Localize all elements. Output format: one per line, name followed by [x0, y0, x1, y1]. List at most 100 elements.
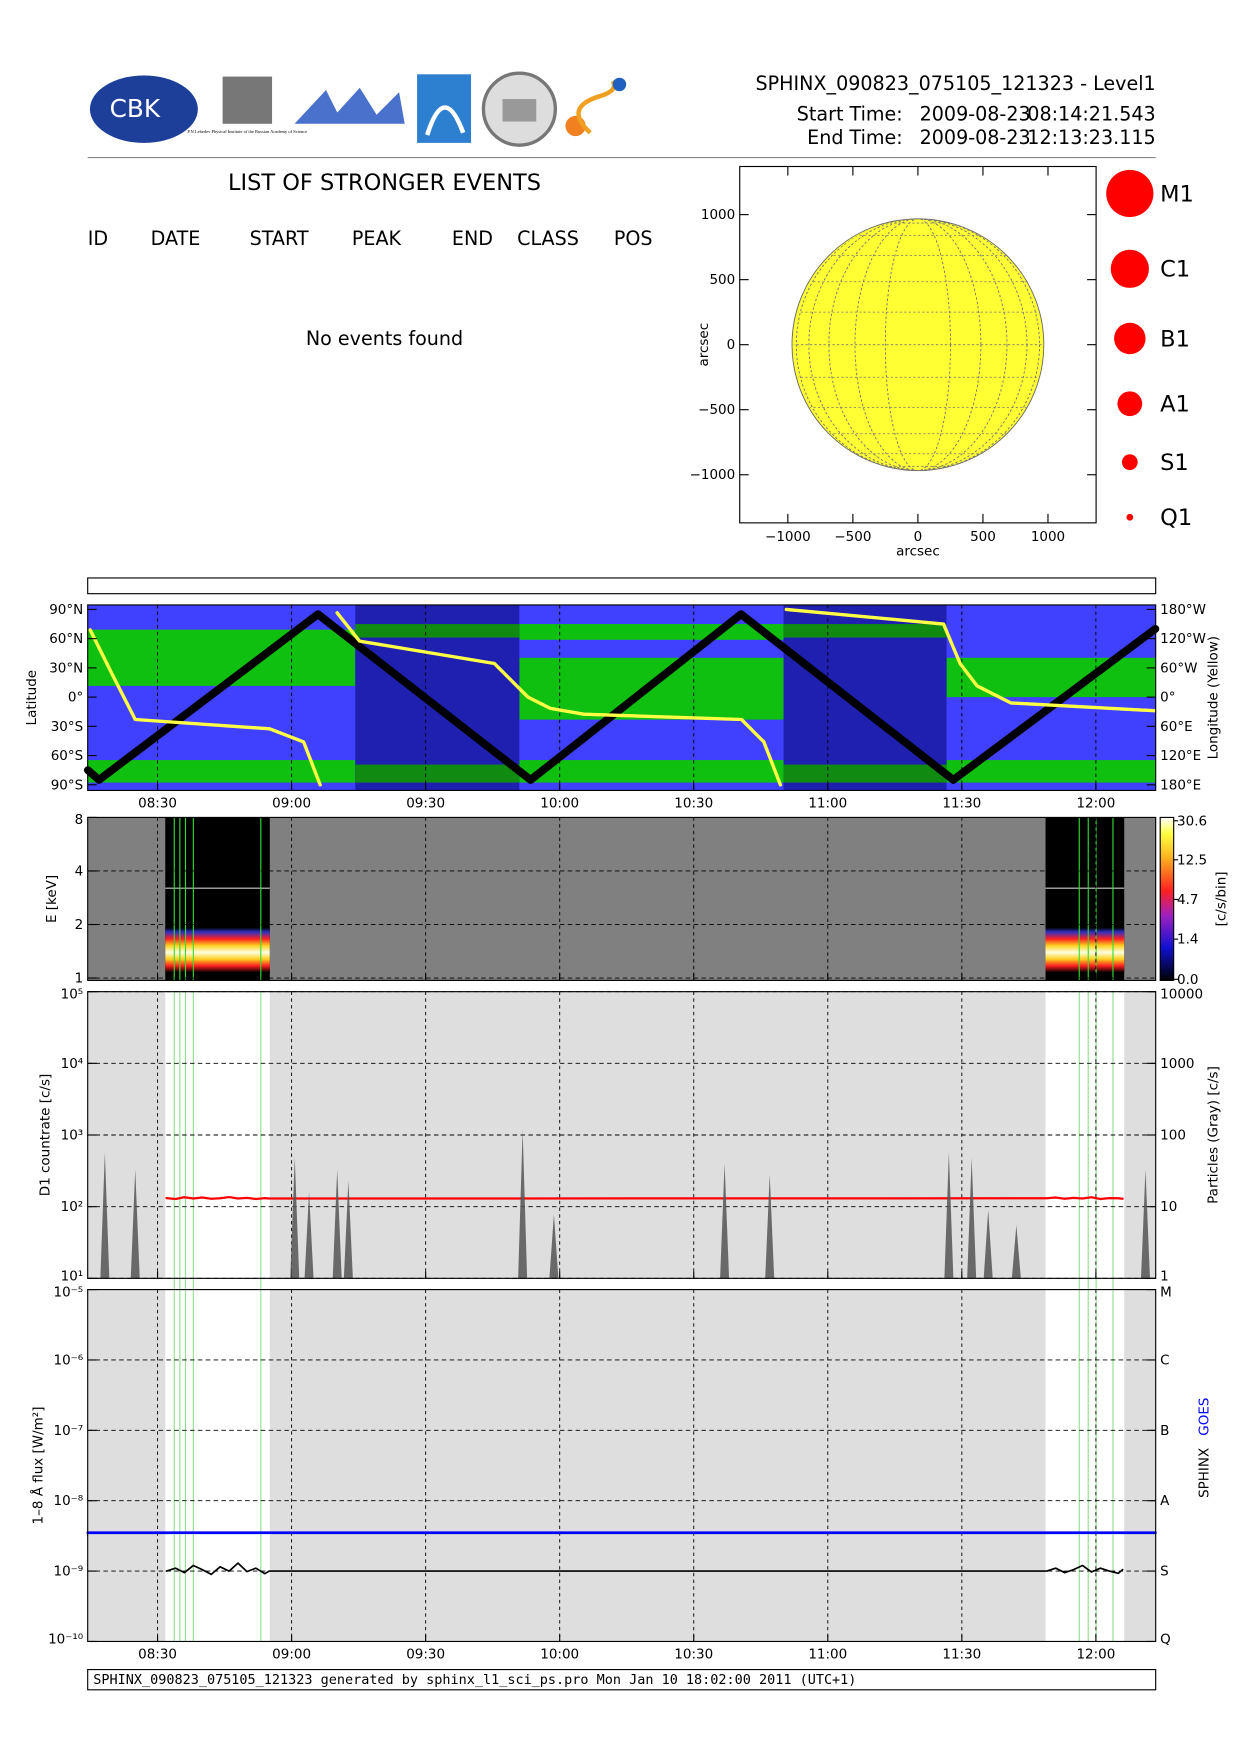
y2-tick-label: 120°W — [1160, 631, 1206, 647]
y-tick-label: 10⁵ — [61, 986, 84, 1002]
particle-spike — [549, 1214, 559, 1279]
map-shade-band — [783, 624, 947, 638]
y2-tick-label: 100 — [1160, 1128, 1186, 1144]
footer-box — [87, 1669, 1157, 1691]
y2-tick-label: 120°E — [1160, 748, 1201, 764]
map-shade-band — [355, 764, 520, 783]
y-tick-label: 500 — [709, 272, 735, 288]
legend-marker — [1114, 322, 1146, 355]
legend-label: Q1 — [1160, 505, 1192, 531]
logo-arc — [425, 105, 466, 136]
report-title: SPHINX_090823_075105_121323 - Level1 — [755, 72, 1155, 95]
x-tick-label: 11:30 — [942, 795, 981, 811]
particle-spike — [343, 1180, 353, 1279]
particle-spike — [967, 1157, 977, 1279]
x-tick-label: 11:30 — [942, 1646, 981, 1662]
column-header: POS — [614, 227, 653, 250]
plot-frame — [87, 991, 1157, 1279]
x-tick-label: 09:00 — [272, 795, 311, 811]
y-axis-label: arcsec — [696, 323, 712, 367]
x-tick-label: 10:00 — [540, 795, 579, 811]
y-tick-label: 60°S — [51, 748, 83, 764]
lat-map-background — [87, 604, 1156, 791]
map-band — [519, 760, 784, 783]
colorbar — [1159, 816, 1175, 981]
solar-longitude — [795, 219, 1040, 471]
map-band — [87, 760, 356, 783]
y2-tick-label: 60°W — [1160, 660, 1197, 676]
x-tick-label: 10:30 — [674, 795, 713, 811]
y-tick-label: 10⁻⁷ — [54, 1423, 84, 1439]
axis-label: D1 countrate [c/s] — [37, 1074, 53, 1196]
start-label: Start Time: — [797, 102, 903, 125]
y-tick-label: 10¹ — [61, 1269, 84, 1285]
x-tick-label: 11:00 — [808, 795, 847, 811]
map-band — [519, 624, 784, 640]
data-window — [165, 1289, 270, 1642]
column-header: CLASS — [517, 227, 579, 250]
spectrum-band — [165, 927, 270, 973]
x-axis-label: arcsec — [896, 543, 940, 559]
map-shade-band — [355, 624, 520, 638]
y-tick-label: −1000 — [690, 467, 736, 483]
data-window — [1045, 1289, 1125, 1642]
spectrum-band — [1045, 927, 1125, 973]
logo-mifi — [294, 87, 405, 124]
colorbar-tick-label: 0.0 — [1177, 972, 1198, 988]
y-tick-label: 10⁻⁶ — [54, 1352, 84, 1368]
start-date: 2009-08-23 — [920, 102, 1031, 125]
x-tick-label: 0 — [914, 529, 923, 545]
axis-label: Latitude — [24, 670, 40, 726]
particle-spike — [290, 1157, 300, 1279]
y2-tick-label: 1 — [1160, 1269, 1169, 1285]
x-tick-label: 08:30 — [138, 795, 177, 811]
column-header: END — [452, 227, 493, 250]
particle-spike — [304, 1192, 314, 1279]
y-tick-label: 10⁻¹⁰ — [48, 1632, 83, 1648]
series-line — [83, 610, 1160, 784]
x-tick-label: −500 — [834, 529, 871, 545]
y-tick-label: 2 — [75, 917, 84, 933]
y-tick-label: 0° — [68, 690, 83, 706]
legend-label: GOES — [1197, 1398, 1213, 1436]
y2-tick-label: M — [1160, 1284, 1172, 1300]
legend-label: A1 — [1160, 392, 1190, 418]
particle-spike — [944, 1152, 954, 1279]
logo-lebedev-text: P.N.Lebedev Physical Institute of the Ru… — [187, 129, 307, 134]
y-tick-label: 30°S — [51, 719, 83, 735]
y-tick-label: 4 — [75, 863, 84, 879]
x-tick-label: 09:30 — [406, 1646, 445, 1662]
legend-marker — [1121, 454, 1138, 471]
solar-longitude — [854, 219, 982, 471]
status-bar — [87, 577, 1157, 595]
particle-spike — [983, 1209, 993, 1279]
axis-label: Particles (Gray) [c/s] — [1206, 1066, 1222, 1204]
y2-tick-label: 10000 — [1160, 986, 1203, 1002]
legend-marker — [1110, 249, 1149, 288]
x-tick-label: 10:00 — [540, 1646, 579, 1662]
solar-grid — [793, 219, 1044, 471]
series-line — [88, 607, 1157, 787]
x-tick-label: 12:00 — [1076, 1646, 1115, 1662]
x-tick-label: −1000 — [765, 529, 811, 545]
legend-label: SPHINX — [1197, 1448, 1213, 1498]
column-header: PEAK — [352, 227, 402, 250]
particle-spike — [1140, 1169, 1150, 1279]
y-tick-label: 90°S — [51, 777, 83, 793]
y-tick-label: 30°N — [49, 660, 83, 676]
logo-portrait — [222, 76, 273, 124]
series-line — [165, 1195, 1124, 1201]
column-header: START — [250, 227, 309, 250]
legend-label: C1 — [1160, 257, 1190, 283]
start-time: 08:14:21.543 — [1027, 102, 1155, 125]
legend-marker — [1126, 513, 1134, 521]
events-title: LIST OF STRONGER EVENTS — [228, 170, 541, 196]
map-band — [946, 657, 1156, 698]
y-tick-label: 10³ — [61, 1128, 84, 1144]
map-band — [946, 760, 1156, 783]
spectrogram-background — [87, 816, 1175, 981]
x-tick-label: 11:00 — [808, 1646, 847, 1662]
y2-tick-label: 1000 — [1160, 1056, 1194, 1072]
